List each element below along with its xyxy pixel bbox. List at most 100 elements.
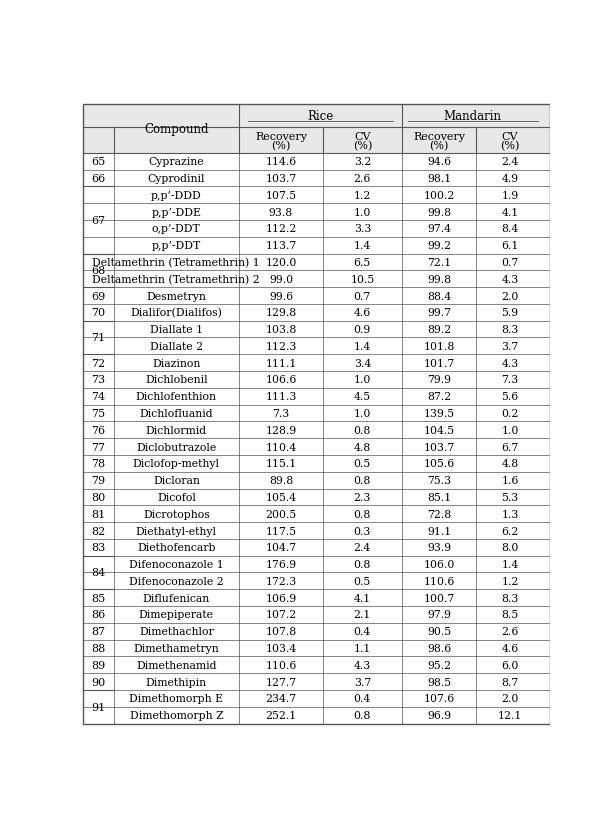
Text: 88: 88 — [91, 643, 105, 654]
Text: 1.0: 1.0 — [354, 409, 371, 419]
Text: Compound: Compound — [144, 123, 208, 135]
Text: 1.9: 1.9 — [502, 191, 519, 201]
Text: 1.6: 1.6 — [501, 476, 519, 486]
Text: Mandarin: Mandarin — [444, 110, 502, 123]
Text: 4.8: 4.8 — [354, 442, 371, 452]
Text: 0.3: 0.3 — [354, 526, 371, 536]
Text: Difenoconazole 2: Difenoconazole 2 — [129, 577, 224, 586]
Text: 0.8: 0.8 — [354, 559, 371, 569]
Text: 1.0: 1.0 — [501, 425, 519, 435]
Text: 0.8: 0.8 — [354, 476, 371, 486]
Text: CV: CV — [502, 132, 518, 142]
Text: 71: 71 — [91, 333, 105, 343]
Text: 87.2: 87.2 — [427, 391, 451, 402]
Text: 73: 73 — [91, 375, 105, 385]
Text: 1.1: 1.1 — [354, 643, 371, 654]
Text: 2.6: 2.6 — [354, 174, 371, 183]
Text: 89.2: 89.2 — [427, 324, 451, 335]
Text: 75.3: 75.3 — [427, 476, 451, 486]
Text: 120.0: 120.0 — [265, 258, 297, 268]
Text: 0.5: 0.5 — [354, 459, 371, 468]
Text: 0.2: 0.2 — [501, 409, 519, 419]
Text: 8.4: 8.4 — [502, 224, 519, 234]
Text: 7.3: 7.3 — [273, 409, 290, 419]
Text: Diclofop-methyl: Diclofop-methyl — [133, 459, 220, 468]
Text: 103.7: 103.7 — [423, 442, 455, 452]
Text: 67: 67 — [91, 215, 105, 226]
Text: Recovery: Recovery — [255, 132, 307, 142]
Text: Rice: Rice — [307, 110, 334, 123]
Text: 128.9: 128.9 — [265, 425, 296, 435]
Text: 103.8: 103.8 — [265, 324, 297, 335]
Text: 200.5: 200.5 — [265, 509, 296, 519]
Text: 80: 80 — [91, 492, 105, 502]
Text: 2.6: 2.6 — [501, 627, 519, 636]
Text: 4.8: 4.8 — [502, 459, 519, 468]
Text: 2.3: 2.3 — [354, 492, 371, 502]
Text: 103.7: 103.7 — [265, 174, 296, 183]
Text: 98.6: 98.6 — [427, 643, 451, 654]
Text: 110.6: 110.6 — [423, 577, 455, 586]
Text: 115.1: 115.1 — [265, 459, 296, 468]
Text: 0.4: 0.4 — [354, 694, 371, 704]
Text: 1.2: 1.2 — [501, 577, 519, 586]
Text: 83: 83 — [91, 543, 105, 553]
Text: p,p’-DDE: p,p’-DDE — [152, 207, 202, 217]
Text: 1.4: 1.4 — [354, 342, 371, 351]
Text: 105.4: 105.4 — [265, 492, 296, 502]
Text: 172.3: 172.3 — [265, 577, 296, 586]
Text: 76: 76 — [91, 425, 105, 435]
Text: 88.4: 88.4 — [427, 292, 451, 301]
Text: 106.6: 106.6 — [265, 375, 297, 385]
Text: 94.6: 94.6 — [427, 157, 451, 167]
Text: 110.6: 110.6 — [265, 660, 297, 670]
Text: 2.4: 2.4 — [502, 157, 519, 167]
Text: 4.9: 4.9 — [502, 174, 519, 183]
Text: 252.1: 252.1 — [265, 710, 296, 720]
Text: 139.5: 139.5 — [423, 409, 455, 419]
Text: 96.9: 96.9 — [427, 710, 451, 720]
Text: Dimethipin: Dimethipin — [146, 676, 207, 687]
Text: Diethofencarb: Diethofencarb — [137, 543, 216, 553]
Text: 0.5: 0.5 — [354, 577, 371, 586]
Text: 6.0: 6.0 — [501, 660, 519, 670]
Text: 101.8: 101.8 — [423, 342, 455, 351]
Text: 0.9: 0.9 — [354, 324, 371, 335]
Text: 1.0: 1.0 — [354, 207, 371, 217]
Text: 176.9: 176.9 — [265, 559, 296, 569]
Text: 81: 81 — [91, 509, 105, 519]
Text: 91.1: 91.1 — [427, 526, 451, 536]
Text: 4.3: 4.3 — [502, 358, 519, 369]
Text: 77: 77 — [91, 442, 105, 452]
Text: p,p’-DDT: p,p’-DDT — [152, 241, 201, 251]
Text: 2.4: 2.4 — [354, 543, 371, 553]
Text: Dimethomorph Z: Dimethomorph Z — [130, 710, 223, 720]
Text: 8.3: 8.3 — [501, 324, 519, 335]
Text: 113.7: 113.7 — [265, 241, 296, 251]
Text: 112.2: 112.2 — [265, 224, 297, 234]
Text: 65: 65 — [91, 157, 105, 167]
Text: 89: 89 — [91, 660, 105, 670]
Text: 104.7: 104.7 — [265, 543, 296, 553]
Text: 84: 84 — [91, 568, 105, 577]
Text: 87: 87 — [91, 627, 105, 636]
Text: 111.1: 111.1 — [265, 358, 297, 369]
Text: 0.7: 0.7 — [354, 292, 371, 301]
Text: 3.2: 3.2 — [354, 157, 371, 167]
Text: 98.1: 98.1 — [427, 174, 451, 183]
Text: 66: 66 — [91, 174, 105, 183]
Text: 99.2: 99.2 — [427, 241, 451, 251]
Text: Cyprodinil: Cyprodinil — [148, 174, 205, 183]
Text: 5.6: 5.6 — [502, 391, 519, 402]
Text: 114.6: 114.6 — [265, 157, 296, 167]
Text: 100.7: 100.7 — [423, 593, 455, 603]
Text: 93.9: 93.9 — [427, 543, 451, 553]
Text: 107.5: 107.5 — [265, 191, 296, 201]
Text: 101.7: 101.7 — [423, 358, 455, 369]
Text: 99.8: 99.8 — [427, 207, 451, 217]
Text: 127.7: 127.7 — [265, 676, 296, 687]
Text: Dimepiperate: Dimepiperate — [139, 609, 214, 620]
Text: 112.3: 112.3 — [265, 342, 297, 351]
Text: 99.7: 99.7 — [427, 308, 451, 318]
Text: Diallate 2: Diallate 2 — [150, 342, 203, 351]
